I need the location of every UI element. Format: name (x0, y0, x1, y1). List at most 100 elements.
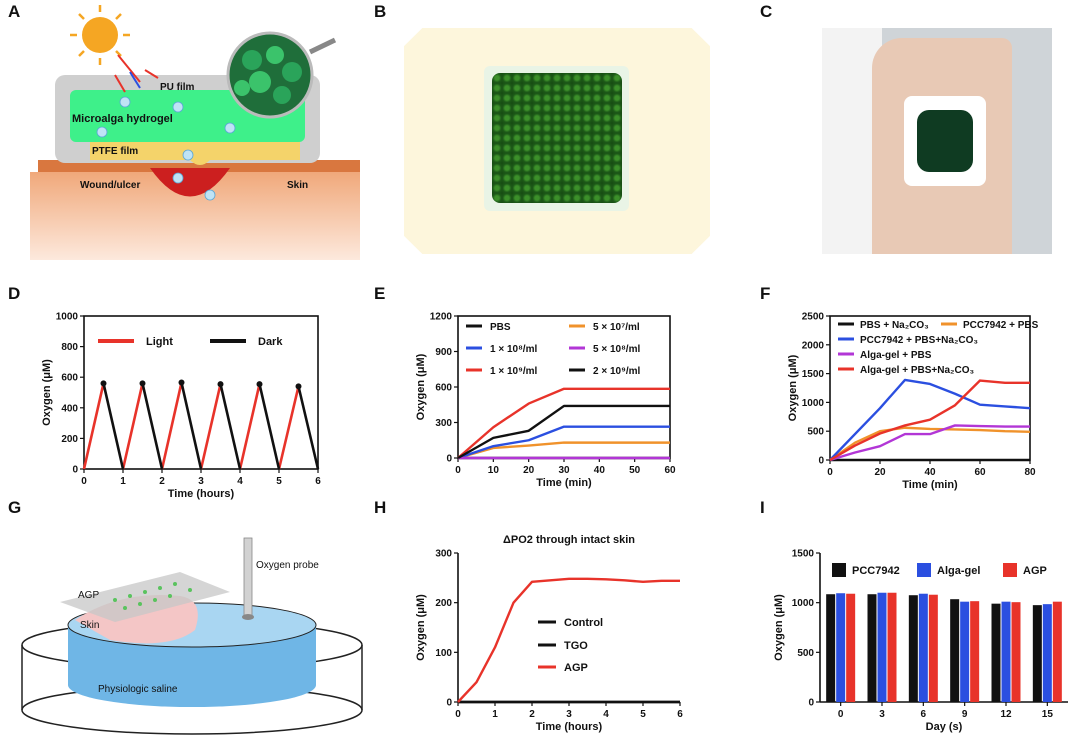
panel-letter-h: H (374, 498, 387, 517)
skin-label-g: Skin (80, 620, 99, 631)
panel-letter-b: B (374, 2, 387, 21)
panel-letter-e: E (374, 284, 386, 303)
e-series-line-4 (457, 387, 670, 459)
i-bar-pcc7942 (950, 599, 960, 702)
i-legend-label-0: PCC7942 (852, 565, 900, 577)
i-bar-agp (970, 601, 980, 702)
d-x-tick-label: 6 (315, 476, 321, 487)
d-series-dark-line (180, 382, 203, 470)
e-series-line-2 (457, 425, 670, 460)
pu-film-label: PU film (160, 82, 195, 93)
i-x-tick-label: 0 (838, 709, 844, 720)
panel-letter-d: D (8, 284, 21, 303)
f-y-tick-label: 500 (807, 427, 824, 438)
i-legend-swatch-1 (917, 563, 931, 577)
h-y-axis-label: Oxygen (μM) (415, 594, 427, 661)
d-y-tick-label: 400 (61, 403, 78, 414)
i-legend-swatch-2 (1003, 563, 1017, 577)
e-x-tick-label: 20 (523, 465, 535, 476)
d-y-tick-label: 600 (61, 373, 78, 384)
i-x-tick-label: 12 (1000, 709, 1012, 720)
i-legend-swatch-0 (832, 563, 846, 577)
i-x-tick-label: 9 (962, 709, 968, 720)
h-chart-title: ΔPO2 through intact skin (503, 534, 635, 546)
alga-beads (492, 73, 622, 203)
oxygen-probe-label: Oxygen probe (256, 560, 319, 571)
f-x-axis-label: Time (min) (902, 479, 958, 491)
microalga-hydrogel-label: Microalga hydrogel (72, 113, 173, 125)
e-legend-label-3: 5 × 10⁸/ml (593, 344, 640, 355)
d-x-axis-label: Time (hours) (168, 488, 235, 500)
panel-letter-a: A (8, 2, 21, 21)
sun-icon (70, 5, 130, 65)
light-ray-red (117, 54, 141, 83)
probe-tip (242, 614, 254, 620)
i-bar-alga-gel (960, 601, 970, 702)
e-series-line-5 (457, 404, 670, 460)
d-x-tick-label: 5 (276, 476, 282, 487)
light-ray-blue (129, 71, 141, 89)
h-y-tick-label: 300 (435, 549, 452, 560)
e-y-tick-label: 900 (435, 347, 452, 358)
i-bar-alga-gel (877, 592, 887, 702)
panel-letter-c: C (760, 2, 773, 21)
i-bar-pcc7942 (867, 594, 877, 702)
f-legend-label-2: PCC7942 + PBS+Na₂CO₃ (860, 335, 978, 346)
i-y-tick-label: 1000 (792, 598, 815, 609)
agp-dots (113, 582, 192, 610)
d-series-dark-line (141, 383, 164, 470)
d-series-light-line (82, 383, 105, 470)
ptfe-film-label: PTFE film (92, 146, 138, 157)
d-series-light-line (199, 383, 222, 470)
wound (150, 168, 230, 197)
panel-g-schematic: Oxygen probe AGP Skin Physiologic saline (21, 537, 363, 735)
d-legend-label-dark: Dark (258, 336, 283, 348)
e-x-tick-label: 30 (558, 465, 570, 476)
h-legend-label-2: AGP (564, 662, 588, 674)
i-y-axis-label: Oxygen (μM) (773, 594, 785, 661)
d-series-dark-line (297, 386, 320, 470)
d-series-light-line (238, 383, 261, 470)
d-y-tick-label: 0 (72, 465, 78, 476)
h-legend-label-1: TGO (564, 640, 588, 652)
e-y-tick-label: 600 (435, 383, 452, 394)
i-bar-agp (887, 592, 897, 702)
i-x-tick-label: 3 (879, 709, 885, 720)
i-y-tick-label: 0 (808, 698, 814, 709)
saline-label: Physiologic saline (98, 684, 178, 695)
i-bar-agp (1052, 601, 1062, 702)
d-y-axis-label: Oxygen (μM) (41, 359, 53, 426)
i-bar-pcc7942 (826, 594, 836, 702)
i-x-axis-label: Day (s) (926, 721, 963, 733)
f-y-tick-label: 1000 (802, 398, 825, 409)
e-y-tick-label: 300 (435, 418, 452, 429)
f-y-tick-label: 2500 (802, 312, 825, 323)
h-series-line-2 (457, 577, 680, 703)
i-bar-alga-gel (1042, 604, 1052, 702)
e-legend-label-5: 2 × 10⁹/ml (593, 366, 640, 377)
d-peak-point (295, 383, 302, 390)
e-x-tick-label: 50 (629, 465, 641, 476)
e-x-tick-label: 60 (664, 465, 676, 476)
d-legend-label-light: Light (146, 336, 173, 348)
d-y-tick-label: 200 (61, 434, 78, 445)
i-bar-pcc7942 (1032, 605, 1042, 702)
panel-c-photo (822, 28, 1052, 254)
h-x-tick-label: 2 (529, 709, 535, 720)
panel-letter-i: I (760, 498, 765, 517)
e-plot-frame (457, 315, 671, 459)
f-series-line-4 (829, 379, 1030, 462)
patch-gel (917, 110, 973, 172)
agp-patch (60, 572, 230, 622)
i-bar-agp (846, 593, 856, 702)
h-y-tick-label: 200 (435, 598, 452, 609)
h-x-tick-label: 3 (566, 709, 572, 720)
f-x-tick-label: 0 (827, 467, 833, 478)
d-peak-point (256, 381, 263, 388)
d-series-dark-line (102, 383, 125, 470)
f-series-line-3 (829, 424, 1030, 462)
oxygen-bubble-icon (96, 96, 236, 201)
d-series-light-line (277, 386, 300, 470)
panel-letter-f: F (760, 284, 771, 303)
panel-a-schematic: PU film Microalga hydrogel PTFE film Wou… (30, 5, 360, 260)
